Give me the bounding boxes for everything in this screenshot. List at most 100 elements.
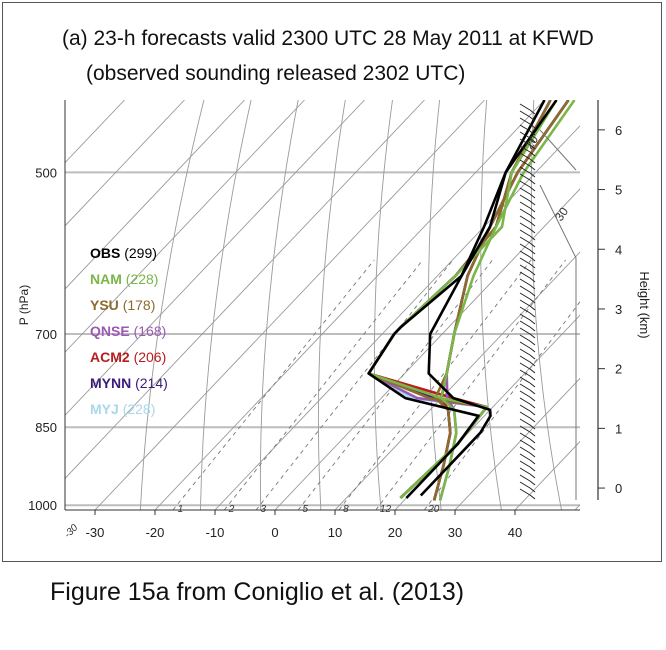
wind-barb <box>519 313 531 321</box>
wind-barb <box>529 459 536 465</box>
wind-barb <box>529 424 536 430</box>
wind-barb <box>529 228 536 234</box>
wind-barb <box>519 460 531 468</box>
legend-count: (178) <box>123 297 156 313</box>
pressure-tick-label: 1000 <box>28 498 57 513</box>
wind-barb <box>519 439 531 447</box>
wind-barb <box>529 333 536 339</box>
wind-barb <box>529 305 536 311</box>
wind-barb <box>519 362 531 370</box>
legend-count: (214) <box>135 375 168 391</box>
wind-barb <box>529 480 536 486</box>
wind-barb <box>529 123 536 129</box>
mixing-ratio-line <box>172 259 375 510</box>
wind-barb <box>519 369 531 377</box>
wind-barb <box>529 172 536 178</box>
chart-title: (a) 23-h forecasts valid 2300 UTC 28 May… <box>62 27 594 50</box>
wind-barb <box>529 347 536 353</box>
series-obs-dewpoint <box>367 100 546 499</box>
chart-grid <box>65 100 580 510</box>
wind-barb <box>519 103 531 111</box>
wind-barb <box>529 158 536 164</box>
legend-entry-obs: OBS (299) <box>90 245 157 261</box>
wind-barb <box>519 117 531 125</box>
wind-barb <box>529 186 536 192</box>
legend-count: (228) <box>126 271 159 287</box>
wind-barb <box>519 194 531 202</box>
y-axis-label: P (hPa) <box>17 285 31 325</box>
legend-count: (206) <box>134 349 167 365</box>
wind-barb <box>529 137 536 143</box>
wind-barb <box>529 438 536 444</box>
x-tick-label: 10 <box>328 525 342 540</box>
wind-barb <box>529 284 536 290</box>
wind-barb <box>519 278 531 286</box>
wind-barb <box>519 215 531 223</box>
legend-entry-myj: MYJ (228) <box>90 401 155 417</box>
wind-barb <box>529 144 536 150</box>
height-axis-label: Height (km) <box>637 271 652 338</box>
wind-barb <box>519 152 531 160</box>
wind-barb <box>529 270 536 276</box>
wind-barb <box>529 326 536 332</box>
pressure-tick-label: 850 <box>35 420 57 435</box>
chart-subtitle: (observed sounding released 2302 UTC) <box>86 62 465 85</box>
wind-barb <box>529 151 536 157</box>
height-tick-label: 1 <box>615 421 622 436</box>
mixing-ratio-line <box>255 259 454 510</box>
wind-barb <box>519 306 531 314</box>
x-tick-label: -20 <box>146 525 165 540</box>
isotherm-line <box>274 188 580 510</box>
mixing-ratio-label: 3 <box>261 504 267 515</box>
legend-entry-ysu: YSU (178) <box>90 297 155 313</box>
x-tick-label: 20 <box>388 525 402 540</box>
isotherm-label: -30 <box>62 522 80 540</box>
legend-count: (299) <box>124 245 157 261</box>
legend-entry-mynn: MYNN (214) <box>90 375 168 391</box>
x-tick-label: -30 <box>86 525 105 540</box>
wind-barb <box>519 145 531 153</box>
wind-barb <box>519 481 531 489</box>
wind-barb <box>529 291 536 297</box>
wind-barb <box>519 488 531 496</box>
wind-barb <box>529 487 536 493</box>
skew-t-chart: (a) 23-h forecasts valid 2300 UTC 28 May… <box>17 27 652 541</box>
pressure-tick-label: 700 <box>35 327 57 342</box>
dry-adiabat-line <box>428 100 442 510</box>
isotherm-line <box>454 377 580 510</box>
wind-barb <box>529 389 536 395</box>
wind-barb <box>519 271 531 279</box>
wind-barb <box>519 376 531 384</box>
series-obs-temperature <box>419 100 558 497</box>
wind-barb <box>529 312 536 318</box>
x-tick-label: 0 <box>271 525 278 540</box>
series-nam-temperature <box>438 100 576 501</box>
legend-entry-acm2: ACM2 (206) <box>90 349 166 365</box>
wind-barb <box>519 320 531 328</box>
wind-barb <box>529 277 536 283</box>
pressure-tick-label: 500 <box>35 165 57 180</box>
dry-adiabat-line <box>317 100 346 510</box>
wind-barb <box>519 404 531 412</box>
wind-barb <box>529 165 536 171</box>
legend-entry-nam: NAM (228) <box>90 271 158 287</box>
wind-barb <box>519 383 531 391</box>
speed-ring-line <box>539 129 577 171</box>
wind-barb <box>519 159 531 167</box>
wind-barb <box>529 242 536 248</box>
mixing-ratio-label: 2 <box>228 504 235 515</box>
wind-barb <box>519 201 531 209</box>
wind-barb <box>529 410 536 416</box>
isotherm-line <box>154 100 545 510</box>
wind-barb <box>519 187 531 195</box>
wind-barb <box>519 264 531 272</box>
height-tick-label: 3 <box>615 302 622 317</box>
mixing-ratio-label: 1 <box>178 504 184 515</box>
wind-barb <box>519 453 531 461</box>
wind-barb <box>519 341 531 349</box>
wind-barb <box>519 166 531 174</box>
wind-barb <box>529 207 536 213</box>
wind-barb <box>519 138 531 146</box>
wind-barb <box>519 299 531 307</box>
series-layer <box>367 100 576 501</box>
